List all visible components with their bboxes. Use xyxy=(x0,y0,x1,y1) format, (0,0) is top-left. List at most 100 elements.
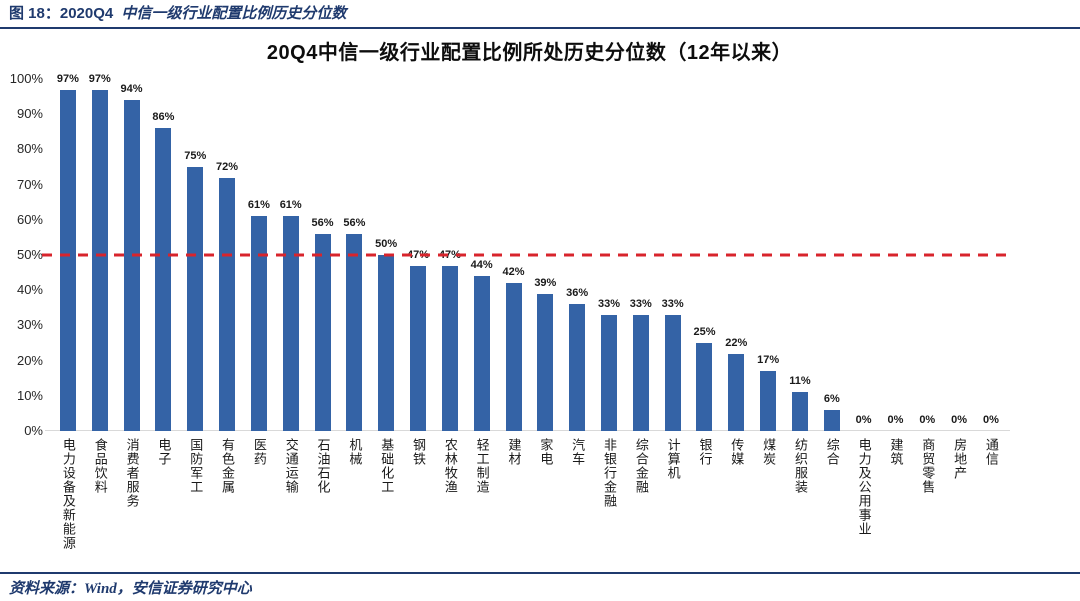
bar-column: 39% xyxy=(529,79,561,431)
bar xyxy=(537,293,554,431)
bar-column: 17% xyxy=(752,79,784,431)
figure-caption: 图 18：2020Q4 中信一级行业配置比例历史分位数 xyxy=(9,4,346,24)
bar-column: 33% xyxy=(625,79,657,431)
x-axis-label: 交通运输 xyxy=(283,438,299,494)
bar-value-label: 50% xyxy=(375,238,398,250)
bar-value-label: 39% xyxy=(534,276,557,289)
bar-column: 22% xyxy=(720,79,752,431)
bar-column: 86% xyxy=(147,79,179,431)
x-axis-label: 银行 xyxy=(697,438,713,466)
bar-column: 36% xyxy=(561,79,593,431)
x-axis-label: 计算机 xyxy=(665,438,681,480)
bar xyxy=(505,283,522,431)
bar-value-label: 33% xyxy=(661,297,684,310)
bar-value-label: 6% xyxy=(823,392,840,405)
bar-column: 94% xyxy=(116,79,148,431)
bar-column: 44% xyxy=(466,79,498,431)
bar-value-label: 0% xyxy=(982,414,999,426)
x-axis-label: 传媒 xyxy=(729,438,745,466)
x-axis-label: 煤炭 xyxy=(761,438,777,466)
source-note: 资料来源：Wind，安信证券研究中心 xyxy=(9,581,252,597)
bar-value-label: 56% xyxy=(343,216,366,229)
bar-value-label: 0% xyxy=(919,414,936,426)
header-divider xyxy=(0,27,1080,29)
x-axis-line xyxy=(45,430,1010,431)
x-axis-label: 消费者服务 xyxy=(124,438,140,508)
bar xyxy=(760,371,777,431)
bar-value-label: 97% xyxy=(56,72,79,85)
y-axis-tick: 0% xyxy=(24,423,43,438)
bar xyxy=(123,100,140,431)
bar xyxy=(155,128,172,431)
bar-column: 33% xyxy=(593,79,625,431)
y-axis-tick: 100% xyxy=(9,71,43,86)
bar xyxy=(91,89,108,431)
x-axis-label: 钢铁 xyxy=(411,438,427,466)
bar xyxy=(378,255,395,431)
footer-divider xyxy=(0,572,1080,574)
bar xyxy=(823,409,840,431)
bar-column: 97% xyxy=(52,73,84,431)
bar-value-label: 61% xyxy=(279,199,302,212)
bar-column: 25% xyxy=(689,79,721,431)
bar-value-label: 44% xyxy=(470,259,493,272)
bar-column: 11% xyxy=(784,79,816,431)
bar-value-label: 86% xyxy=(152,111,175,124)
y-axis-tick: 20% xyxy=(16,352,43,368)
bar xyxy=(59,89,76,431)
y-axis-tick: 40% xyxy=(16,282,43,298)
bar xyxy=(187,167,204,431)
bar-column: 61% xyxy=(243,79,275,431)
bar-column: 0% xyxy=(880,79,912,431)
plot-area: 0% 10% 20% 30% 40% 50% 60% 70% 80% 90% 100% 97% 97%… xyxy=(10,71,1010,438)
bar-column: 42% xyxy=(498,79,530,431)
x-axis-label: 建筑 xyxy=(888,438,904,466)
bar-column: 6% xyxy=(816,79,848,431)
bar-column: 72% xyxy=(211,79,243,431)
bar xyxy=(696,343,713,431)
bar-column: 97% xyxy=(84,73,116,431)
bar-value-label: 42% xyxy=(502,266,525,279)
x-axis-label: 农林牧渔 xyxy=(442,438,458,494)
bar-column: 0% xyxy=(943,79,975,431)
bar-value-label: 0% xyxy=(951,414,968,426)
bar-value-label: 56% xyxy=(311,216,334,229)
x-axis-label: 房地产 xyxy=(952,438,968,480)
x-axis-label: 家电 xyxy=(538,438,554,466)
bar-value-label: 11% xyxy=(789,375,811,388)
x-axis-label: 国防军工 xyxy=(188,438,204,494)
bar-column: 0% xyxy=(848,79,880,431)
bar-value-label: 0% xyxy=(855,414,872,426)
y-axis-tick: 90% xyxy=(16,106,43,122)
x-axis-label: 通信 xyxy=(983,438,999,466)
bar-value-label: 33% xyxy=(629,297,652,310)
x-axis-label: 轻工制造 xyxy=(474,438,490,494)
bar-column: 56% xyxy=(307,79,339,431)
y-axis-tick: 60% xyxy=(16,211,43,227)
bar xyxy=(664,314,681,431)
bar xyxy=(791,392,808,431)
bar-value-label: 22% xyxy=(725,336,748,349)
figure-caption-title: 中信一级行业配置比例历史分位数 xyxy=(121,6,347,22)
bar-value-label: 61% xyxy=(247,199,270,212)
bar xyxy=(219,177,236,431)
x-axis-label: 综合金融 xyxy=(633,438,649,494)
x-axis-label: 电力设备及新能源 xyxy=(60,438,76,550)
x-axis-label: 商贸零售 xyxy=(920,438,936,494)
x-axis-label: 石油石化 xyxy=(315,438,331,494)
figure-number-label: 图 18：2020Q4 xyxy=(9,5,114,22)
bar-value-label: 33% xyxy=(597,297,620,310)
bar-value-label: 75% xyxy=(184,150,207,162)
x-axis-label: 食品饮料 xyxy=(92,438,108,494)
bar xyxy=(282,216,299,431)
x-axis-label: 电子 xyxy=(156,438,172,466)
x-axis-label: 建材 xyxy=(506,438,522,466)
bar xyxy=(600,314,617,431)
bars-container: 97%97%94%86%75%72%61%61%56%56%50%47%47%4… xyxy=(52,73,1007,431)
reference-line-50pct xyxy=(42,253,1007,257)
y-axis-tick: 50% xyxy=(16,247,43,262)
bar-value-label: 97% xyxy=(88,72,111,85)
x-axis-label: 医药 xyxy=(251,438,267,466)
bar xyxy=(728,353,745,431)
